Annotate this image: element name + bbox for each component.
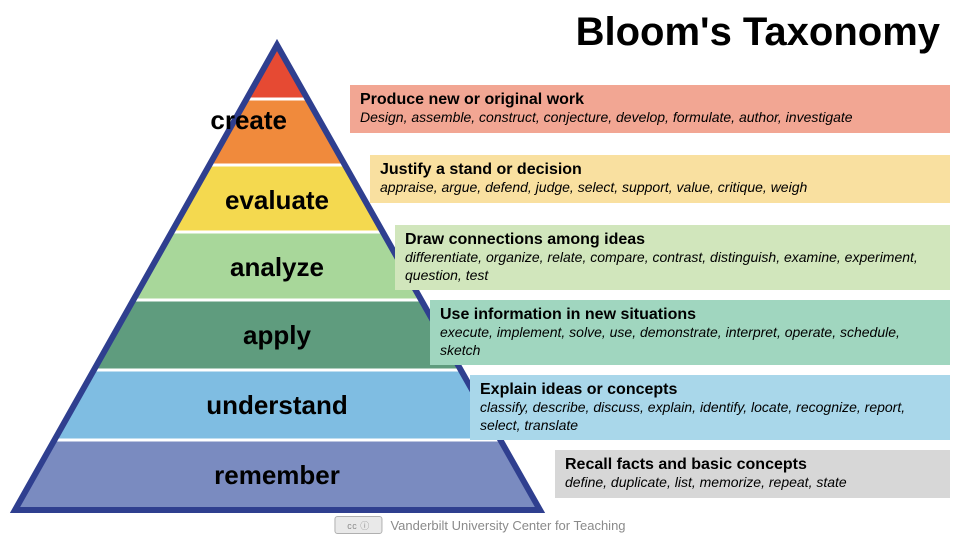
label-remember: remember: [177, 460, 377, 491]
desc-evaluate: Justify a stand or decision appraise, ar…: [370, 155, 950, 203]
desc-remember-verbs: define, duplicate, list, memorize, repea…: [565, 474, 940, 492]
desc-analyze: Draw connections among ideas differentia…: [395, 225, 950, 290]
label-understand: understand: [177, 390, 377, 421]
label-remember-text: remember: [214, 460, 340, 490]
desc-evaluate-heading: Justify a stand or decision: [380, 161, 940, 179]
desc-apply-verbs: execute, implement, solve, use, demonstr…: [440, 324, 940, 359]
desc-evaluate-verbs: appraise, argue, defend, judge, select, …: [380, 179, 940, 197]
desc-understand-verbs: classify, describe, discuss, explain, id…: [480, 399, 940, 434]
desc-create: Produce new or original work Design, ass…: [350, 85, 950, 133]
label-analyze-text: analyze: [230, 252, 324, 282]
desc-analyze-heading: Draw connections among ideas: [405, 231, 940, 249]
desc-remember-heading: Recall facts and basic concepts: [565, 456, 940, 474]
label-evaluate-text: evaluate: [225, 185, 329, 215]
desc-create-verbs: Design, assemble, construct, conjecture,…: [360, 109, 940, 127]
label-apply: apply: [177, 320, 377, 351]
desc-analyze-verbs: differentiate, organize, relate, compare…: [405, 249, 940, 284]
desc-understand: Explain ideas or concepts classify, desc…: [470, 375, 950, 440]
label-create: create: [87, 105, 287, 136]
footer-text: Vanderbilt University Center for Teachin…: [390, 518, 625, 533]
label-evaluate: evaluate: [177, 185, 377, 216]
cc-badge-icon: cc ⓘ: [334, 516, 382, 534]
desc-understand-heading: Explain ideas or concepts: [480, 381, 940, 399]
desc-apply-heading: Use information in new situations: [440, 306, 940, 324]
level-create-upper: [247, 45, 308, 99]
desc-apply: Use information in new situations execut…: [430, 300, 950, 365]
footer: cc ⓘ Vanderbilt University Center for Te…: [334, 516, 625, 534]
label-create-text: create: [210, 105, 287, 135]
label-understand-text: understand: [206, 390, 348, 420]
desc-create-heading: Produce new or original work: [360, 91, 940, 109]
label-analyze: analyze: [177, 252, 377, 283]
desc-remember: Recall facts and basic concepts define, …: [555, 450, 950, 498]
label-apply-text: apply: [243, 320, 311, 350]
